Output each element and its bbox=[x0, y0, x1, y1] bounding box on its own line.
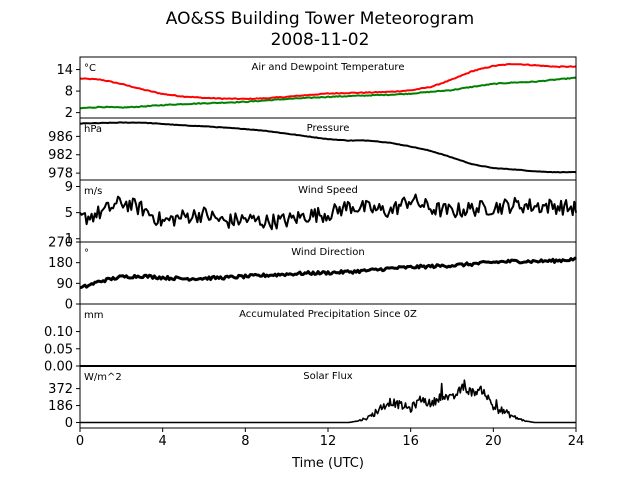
x-axis: 0 4 8 12 16 20 24 bbox=[76, 428, 584, 449]
y-tick-label: 270 bbox=[48, 236, 73, 251]
unit-label: W/m^2 bbox=[84, 372, 122, 383]
panel-2: 1 5 9 m/s Wind Speed bbox=[65, 179, 577, 247]
x-tick-label: 8 bbox=[241, 434, 249, 449]
x-tick-label: 12 bbox=[320, 434, 337, 449]
y-tick-label: 1 bbox=[65, 232, 73, 247]
panel-title: Air and Dewpoint Temperature bbox=[252, 62, 405, 73]
series-line bbox=[79, 63, 577, 101]
panel-title: Wind Speed bbox=[298, 185, 358, 196]
panel-0: 2 8 14 °C Air and Dewpoint Temperature bbox=[56, 56, 577, 121]
unit-label: hPa bbox=[84, 124, 102, 135]
x-tick-label: 24 bbox=[568, 434, 585, 449]
panel-title: Accumulated Precipitation Since 0Z bbox=[239, 309, 417, 320]
y-tick-label: 0.05 bbox=[44, 342, 73, 357]
unit-label: m/s bbox=[84, 186, 102, 197]
y-tick-label: 986 bbox=[48, 130, 73, 145]
x-axis-label: Time (UTC) bbox=[291, 456, 364, 471]
panel-title: Wind Direction bbox=[291, 247, 365, 258]
y-tick-label: 5 bbox=[65, 206, 73, 221]
panel-title: Pressure bbox=[307, 123, 350, 134]
x-tick-label: 0 bbox=[76, 434, 84, 449]
y-tick-label: 8 bbox=[65, 85, 73, 100]
y-tick-label: 372 bbox=[48, 382, 73, 397]
panel-title: Solar Flux bbox=[303, 371, 353, 382]
panel-4: 0.00 0.05 0.10 mm Accumulated Precipitation … bbox=[44, 303, 577, 375]
figure-subtitle: 2008-11-02 bbox=[271, 30, 370, 50]
y-tick-label: 2 bbox=[65, 106, 73, 121]
unit-label: °C bbox=[84, 63, 96, 74]
unit-label: ° bbox=[84, 248, 89, 259]
y-tick-label: 0 bbox=[65, 298, 73, 313]
y-tick-label: 978 bbox=[48, 167, 73, 182]
panel-5: 0 186 372 W/m^2 Solar Flux bbox=[48, 365, 577, 431]
series-line bbox=[79, 256, 577, 290]
y-tick-label: 180 bbox=[48, 256, 73, 271]
series-line bbox=[80, 379, 576, 424]
y-tick-label: 0.00 bbox=[44, 360, 73, 375]
unit-label: mm bbox=[84, 310, 103, 321]
x-tick-label: 4 bbox=[159, 434, 167, 449]
y-tick-label: 9 bbox=[65, 180, 73, 195]
y-tick-label: 982 bbox=[48, 148, 73, 163]
x-tick-label: 20 bbox=[485, 434, 502, 449]
y-tick-label: 186 bbox=[48, 399, 73, 414]
y-tick-label: 14 bbox=[56, 63, 73, 78]
panel-1: 978 982 986 hPa Pressure bbox=[48, 117, 577, 182]
panel-3: 0 90 180 270 ° Wind Direction bbox=[48, 236, 577, 313]
figure-title: AO&SS Building Tower Meteorogram bbox=[166, 9, 474, 29]
series-line bbox=[80, 76, 577, 110]
y-tick-label: 0.10 bbox=[44, 325, 73, 340]
series-line bbox=[80, 121, 577, 174]
y-tick-label: 90 bbox=[56, 277, 73, 292]
y-tick-label: 0 bbox=[65, 416, 73, 431]
x-tick-label: 16 bbox=[402, 434, 419, 449]
series-line bbox=[79, 193, 577, 231]
